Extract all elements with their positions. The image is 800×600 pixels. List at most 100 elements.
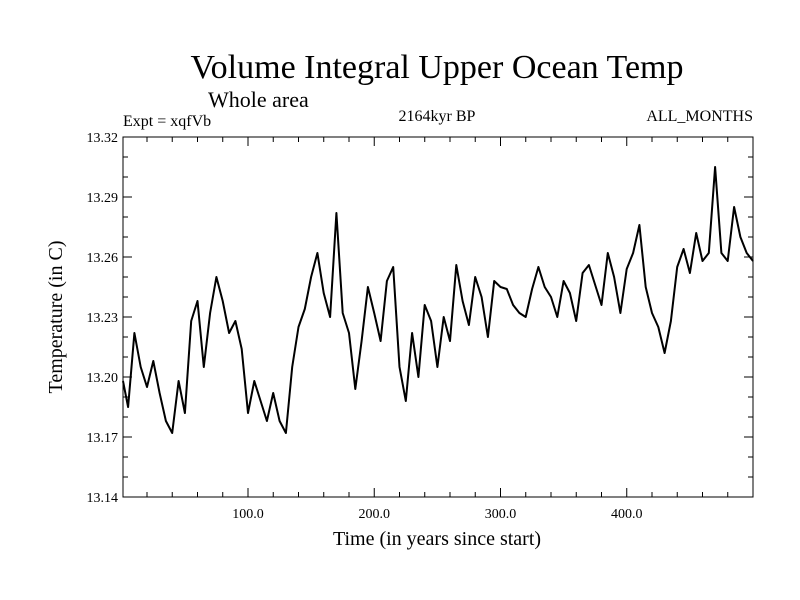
data-point bbox=[367, 286, 369, 288]
y-tick-label: 13.32 bbox=[87, 131, 119, 146]
data-point bbox=[701, 260, 704, 262]
data-point bbox=[405, 400, 407, 402]
data-point bbox=[297, 326, 300, 328]
data-point bbox=[247, 412, 249, 414]
data-point bbox=[260, 400, 262, 402]
x-tick-label: 200.0 bbox=[358, 507, 390, 522]
data-point bbox=[392, 266, 394, 268]
data-point bbox=[209, 312, 211, 314]
y-axis-label: Temperature (in C) bbox=[45, 241, 67, 394]
data-point bbox=[506, 288, 508, 290]
data-point bbox=[474, 276, 476, 278]
experiment-label: Expt = xqfVb bbox=[123, 113, 211, 130]
data-point bbox=[361, 340, 363, 342]
data-point bbox=[222, 300, 224, 302]
data-point bbox=[398, 366, 401, 368]
chart-title: Volume Integral Upper Ocean Temp bbox=[191, 49, 684, 86]
data-point bbox=[285, 432, 287, 434]
x-tick-label: 100.0 bbox=[232, 507, 264, 522]
data-point bbox=[499, 286, 502, 288]
data-point bbox=[279, 420, 281, 422]
data-point bbox=[645, 286, 647, 288]
data-point bbox=[683, 248, 685, 250]
data-point bbox=[203, 366, 205, 368]
data-point bbox=[380, 340, 382, 342]
data-point bbox=[449, 340, 451, 342]
period-label: 2164kyr BP bbox=[399, 108, 476, 125]
data-point bbox=[196, 300, 199, 302]
data-point bbox=[619, 312, 622, 314]
data-point bbox=[487, 336, 489, 338]
chart-subtitle: Whole area bbox=[208, 87, 309, 112]
data-point bbox=[676, 266, 678, 268]
data-point bbox=[569, 292, 571, 294]
data-point bbox=[323, 292, 325, 294]
data-point bbox=[335, 212, 337, 214]
x-tick-label: 300.0 bbox=[485, 507, 517, 522]
data-point bbox=[531, 288, 533, 290]
data-point bbox=[651, 312, 653, 314]
data-point bbox=[178, 380, 180, 382]
data-point bbox=[184, 412, 186, 414]
data-point bbox=[455, 264, 457, 266]
data-points bbox=[122, 166, 754, 434]
data-point bbox=[632, 252, 634, 254]
data-point bbox=[430, 320, 432, 322]
data-point bbox=[518, 312, 521, 314]
data-point bbox=[670, 320, 672, 322]
data-point bbox=[266, 420, 268, 422]
data-point bbox=[512, 304, 514, 306]
data-point bbox=[638, 224, 641, 226]
x-tick-label: 400.0 bbox=[611, 507, 643, 522]
data-point bbox=[241, 348, 243, 350]
data-point bbox=[468, 324, 470, 326]
data-point bbox=[122, 380, 124, 382]
data-point bbox=[626, 268, 628, 270]
data-point bbox=[493, 280, 495, 282]
y-tick-label: 13.14 bbox=[87, 491, 119, 506]
data-point bbox=[752, 260, 754, 262]
data-point bbox=[746, 252, 748, 254]
temperature-series-line bbox=[122, 166, 754, 434]
data-point bbox=[342, 312, 344, 314]
data-point bbox=[127, 406, 129, 408]
data-point bbox=[304, 308, 306, 310]
data-point bbox=[348, 332, 350, 334]
data-point bbox=[544, 286, 546, 288]
data-point bbox=[550, 296, 552, 298]
y-tick-label: 13.23 bbox=[87, 311, 119, 326]
data-point bbox=[424, 304, 426, 306]
data-point bbox=[733, 206, 735, 208]
data-point bbox=[411, 332, 413, 334]
data-point bbox=[329, 316, 331, 318]
data-point bbox=[525, 316, 527, 318]
data-point bbox=[215, 276, 217, 278]
data-point bbox=[152, 360, 154, 362]
data-point bbox=[695, 232, 697, 234]
data-point bbox=[234, 320, 236, 322]
y-tick-label: 13.29 bbox=[87, 191, 119, 206]
y-tick-label: 13.26 bbox=[87, 251, 119, 266]
data-point bbox=[481, 296, 483, 298]
data-point bbox=[462, 300, 464, 302]
data-point bbox=[600, 304, 603, 306]
data-point bbox=[171, 432, 173, 434]
data-point bbox=[689, 272, 691, 274]
y-axis: 13.14 13.17 13.20 13.23 13.26 13.29 13.32 bbox=[87, 131, 753, 506]
plot-frame bbox=[122, 136, 754, 498]
data-point bbox=[537, 266, 540, 268]
data-point bbox=[354, 388, 356, 390]
data-point bbox=[443, 316, 445, 318]
data-point bbox=[228, 332, 230, 334]
data-point bbox=[556, 316, 558, 318]
data-point bbox=[146, 386, 148, 388]
data-point bbox=[708, 252, 710, 254]
y-tick-label: 13.17 bbox=[87, 431, 119, 446]
data-point bbox=[190, 320, 192, 322]
data-point bbox=[720, 252, 723, 254]
data-point bbox=[664, 352, 666, 354]
data-point bbox=[739, 236, 742, 238]
x-axis: 100.0 200.0 300.0 400.0 bbox=[146, 137, 729, 522]
data-point bbox=[657, 326, 659, 328]
x-axis-label: Time (in years since start) bbox=[333, 528, 541, 550]
